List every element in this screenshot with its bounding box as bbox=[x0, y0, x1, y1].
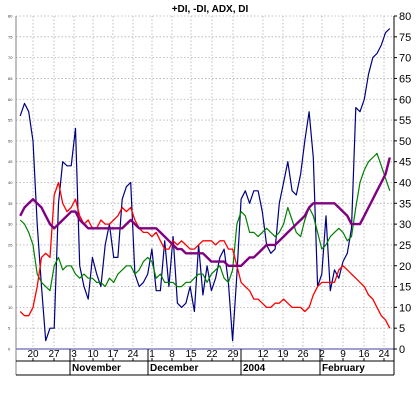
x-month-label: December bbox=[150, 363, 198, 374]
x-tick-label: 16 bbox=[358, 349, 370, 360]
y-tick-label-right: 50 bbox=[399, 136, 411, 148]
y-axis-right: 0 5 10 15 20 25 30 35 40 45 50 55 60 65 70 75 80 bbox=[394, 11, 411, 356]
y-tick-label-right: 80 bbox=[399, 11, 411, 23]
x-tick-label: 20 bbox=[27, 349, 39, 360]
y-tick-label-right: 0 bbox=[399, 344, 405, 356]
x-tick-label: 3 bbox=[71, 349, 77, 360]
series-lines bbox=[19, 28, 391, 342]
x-tick-label: 1 bbox=[149, 349, 155, 360]
y-tick-label-left: 20 bbox=[8, 263, 13, 268]
y-tick-label-right: 60 bbox=[399, 94, 411, 106]
y-tick-label-left: 65 bbox=[8, 76, 13, 81]
y-tick-label-left: 70 bbox=[8, 55, 13, 60]
series-line bbox=[19, 157, 391, 267]
y-axis-left: 0 5 10 15 20 25 30 35 40 45 50 55 60 65 70 75 80 bbox=[8, 14, 13, 352]
x-tick-label: 10 bbox=[87, 349, 99, 360]
chart-title: +DI, -DI, ADX, DI bbox=[172, 4, 249, 15]
y-tick-label-right: 70 bbox=[399, 53, 411, 65]
y-tick-label-left: 55 bbox=[8, 118, 13, 123]
y-tick-label-left: 45 bbox=[8, 159, 13, 164]
x-tick-label: 29 bbox=[227, 349, 239, 360]
y-tick-label-right: 35 bbox=[399, 198, 411, 210]
y-tick-label-left: 60 bbox=[8, 97, 13, 102]
x-tick-label: 26 bbox=[297, 349, 309, 360]
y-tick-label-right: 40 bbox=[399, 178, 411, 190]
y-tick-label-right: 75 bbox=[399, 32, 411, 44]
y-tick-label-left: 75 bbox=[8, 34, 13, 39]
y-tick-label-left: 50 bbox=[8, 138, 13, 143]
x-tick-label: 15 bbox=[185, 349, 197, 360]
x-tick-label: 22 bbox=[206, 349, 218, 360]
x-tick-label: 24 bbox=[127, 349, 139, 360]
y-tick-label-right: 30 bbox=[399, 219, 411, 231]
y-tick-label-left: 10 bbox=[8, 305, 13, 310]
series-line bbox=[19, 181, 391, 329]
x-tick-label: 17 bbox=[107, 349, 119, 360]
y-tick-label-left: 5 bbox=[8, 326, 11, 331]
x-tick-label: 27 bbox=[48, 349, 60, 360]
y-tick-label-right: 55 bbox=[399, 115, 411, 127]
y-tick-label-right: 10 bbox=[399, 302, 411, 314]
x-month-label: February bbox=[322, 363, 365, 374]
x-month-label: 2004 bbox=[243, 363, 266, 374]
y-tick-label-right: 45 bbox=[399, 157, 411, 169]
y-tick-label-right: 20 bbox=[399, 261, 411, 273]
x-tick-label: 8 bbox=[169, 349, 175, 360]
y-tick-label-left: 0 bbox=[8, 347, 11, 352]
series-line bbox=[19, 152, 391, 292]
x-tick-label: 2 bbox=[319, 349, 325, 360]
y-tick-label-right: 65 bbox=[399, 73, 411, 85]
y-tick-label-left: 35 bbox=[8, 201, 13, 206]
y-tick-label-right: 15 bbox=[399, 282, 411, 294]
x-tick-label: 12 bbox=[257, 349, 269, 360]
y-tick-label-left: 80 bbox=[8, 14, 13, 19]
x-month-label: November bbox=[72, 363, 121, 374]
y-tick-label-left: 25 bbox=[8, 242, 13, 247]
x-tick-label: 9 bbox=[340, 349, 346, 360]
y-tick-label-left: 40 bbox=[8, 180, 13, 185]
x-tick-label: 24 bbox=[378, 349, 390, 360]
y-tick-label-right: 5 bbox=[399, 323, 405, 335]
y-tick-label-left: 15 bbox=[8, 284, 13, 289]
y-tick-label-right: 25 bbox=[399, 240, 411, 252]
x-tick-label: 19 bbox=[277, 349, 289, 360]
y-tick-label-left: 30 bbox=[8, 222, 13, 227]
